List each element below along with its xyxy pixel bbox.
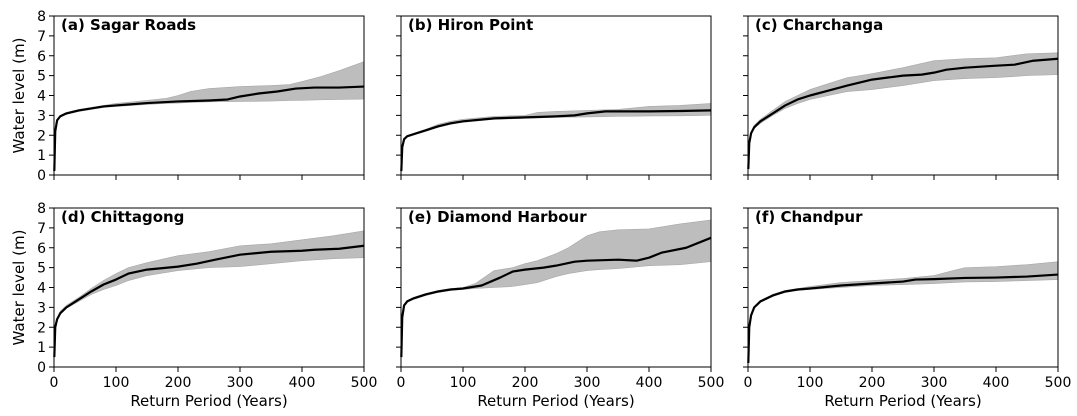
x-tick-label: 400 — [289, 375, 316, 391]
panel-b: (b) Hiron Point — [396, 15, 712, 180]
series-line-0 — [747, 273, 1059, 364]
panel-title: (d) Chittagong — [61, 208, 184, 226]
y-tick-label: 8 — [37, 9, 46, 25]
y-tick-label: 7 — [37, 221, 46, 237]
x-tick-label: 200 — [859, 375, 886, 391]
panel-title: (a) Sagar Roads — [61, 16, 196, 34]
y-tick-label: 1 — [37, 148, 46, 164]
panel-title: (c) Charchanga — [755, 16, 883, 34]
x-axis-label: Return Period (Years) — [824, 392, 981, 410]
axes-frame — [747, 15, 1059, 176]
series-line-0 — [53, 244, 365, 358]
x-tick-label: 500 — [698, 375, 725, 391]
x-tick-label: 200 — [165, 375, 192, 391]
x-tick-label: 100 — [450, 375, 477, 391]
panel-f: 0 100 200 300 400 500 (f) Chandpur Return Perio… — [743, 207, 1072, 410]
confidence-band — [401, 103, 712, 172]
x-axis-label: Return Period (Years) — [477, 392, 634, 410]
y-tick-label: 5 — [37, 261, 46, 277]
y-tick-label: 4 — [37, 281, 46, 297]
series-line-0 — [53, 85, 365, 172]
x-tick-label: 100 — [103, 375, 130, 391]
y-tick-label: 0 — [37, 168, 46, 184]
y-tick-label: 6 — [37, 241, 46, 257]
axes-frame — [400, 15, 712, 176]
panel-e: 0 100 200 300 400 500 (e) Diamond Harbour Retur… — [396, 207, 725, 410]
x-tick-label: 500 — [1045, 375, 1072, 391]
y-tick-label: 4 — [37, 89, 46, 105]
x-tick-label: 300 — [227, 375, 254, 391]
y-tick-label: 7 — [37, 29, 46, 45]
y-tick-label: 3 — [37, 300, 46, 316]
y-tick-label: 2 — [37, 128, 46, 144]
y-tick-label: 1 — [37, 340, 46, 356]
x-tick-label: 0 — [744, 375, 753, 391]
panel-a: 0 1 2 3 4 5 6 7 8 (a) Sagar Roads Water level (m) — [10, 9, 365, 184]
confidence-band — [54, 61, 365, 172]
series-line-0 — [400, 109, 712, 172]
panel-title: (b) Hiron Point — [408, 16, 533, 34]
x-tick-label: 400 — [636, 375, 663, 391]
x-axis-label: Return Period (Years) — [130, 392, 287, 410]
x-tick-label: 400 — [983, 375, 1010, 391]
y-tick-label: 2 — [37, 320, 46, 336]
x-tick-label: 300 — [921, 375, 948, 391]
x-tick-label: 0 — [397, 375, 406, 391]
y-tick-label: 5 — [37, 69, 46, 85]
axes-frame — [747, 207, 1059, 368]
series-line-0 — [400, 236, 712, 358]
confidence-band — [401, 219, 712, 358]
x-tick-label: 300 — [574, 375, 601, 391]
panels-container: 0 1 2 3 4 5 6 7 8 (a) Sagar Roads Water level (m) (… — [10, 9, 1071, 410]
panel-d: 0 1 2 3 4 5 6 7 8 0 100 200 300 400 500 (d) Chittagong W… — [10, 201, 377, 410]
x-tick-label: 0 — [50, 375, 59, 391]
y-tick-label: 3 — [37, 108, 46, 124]
x-tick-label: 500 — [351, 375, 378, 391]
x-tick-label: 100 — [797, 375, 824, 391]
series-line-0 — [747, 57, 1059, 170]
y-tick-label: 0 — [37, 360, 46, 376]
panel-title: (f) Chandpur — [755, 208, 863, 226]
y-tick-label: 8 — [37, 201, 46, 217]
panel-c: (c) Charchanga — [743, 15, 1059, 180]
y-axis-label: Water level (m) — [10, 230, 28, 346]
y-axis-label: Water level (m) — [10, 38, 28, 154]
x-tick-label: 200 — [512, 375, 539, 391]
y-tick-label: 6 — [37, 49, 46, 65]
confidence-band — [748, 52, 1059, 170]
panel-title: (e) Diamond Harbour — [408, 208, 587, 226]
